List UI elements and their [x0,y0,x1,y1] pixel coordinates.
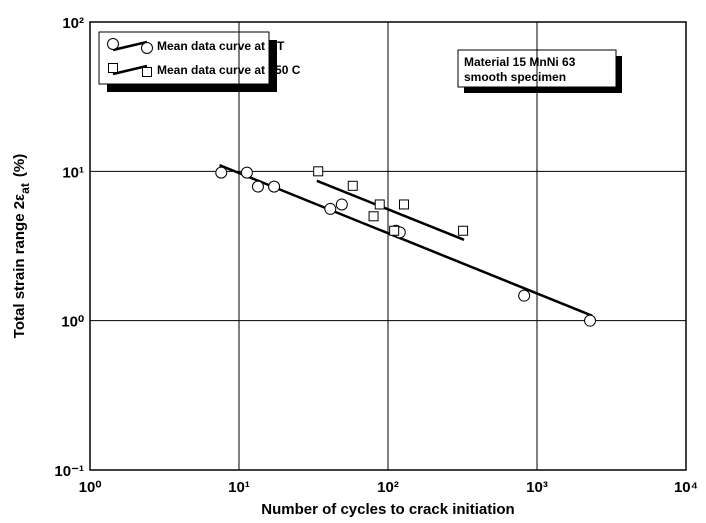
data-point [240,166,253,179]
data-point [518,289,531,302]
data-point [335,198,348,211]
legend-box [98,31,270,85]
data-point [458,225,469,236]
fit-line [316,179,465,241]
legend-marker [142,67,152,77]
x-axis-label: Number of cycles to crack initiation [261,501,514,518]
y-label-unit: (%) [11,154,28,177]
data-point [215,166,228,179]
y-label-symbol: ε [11,194,28,201]
y-label-subscript: at [18,183,32,194]
data-point [347,180,358,191]
x-tick-label: 10⁰ [79,479,102,496]
y-label-text: Total strain range 2 [11,201,28,338]
annotation-line: smooth specimen [464,70,566,84]
legend-marker [108,63,118,73]
y-tick-label: 10⁻¹ [54,463,84,480]
data-point [251,180,264,193]
annotation-line: Material 15 MnNi 63 [464,55,576,69]
data-point [398,199,409,210]
legend-label: Mean data curve at 250 C [157,63,301,77]
y-tick-label: 10² [62,15,84,32]
x-tick-label: 10³ [526,479,548,496]
y-tick-label: 10⁰ [61,314,84,331]
data-point [374,199,385,210]
data-point [324,202,337,215]
legend-marker [107,38,119,50]
x-tick-label: 10⁴ [674,479,698,496]
y-tick-label: 10¹ [62,164,84,181]
fit-line [219,163,593,317]
data-point [313,166,324,177]
y-axis-label: Total strain range 2εat (%) [11,154,32,338]
x-tick-label: 10¹ [228,479,250,496]
legend-marker [141,42,153,54]
data-point [368,211,379,222]
x-tick-label: 10² [377,479,399,496]
data-point [584,314,597,327]
data-point [268,180,281,193]
legend-line [112,64,148,76]
legend-label: Mean data curve at RT [157,39,285,53]
legend-line [112,40,148,52]
data-point [389,225,400,236]
